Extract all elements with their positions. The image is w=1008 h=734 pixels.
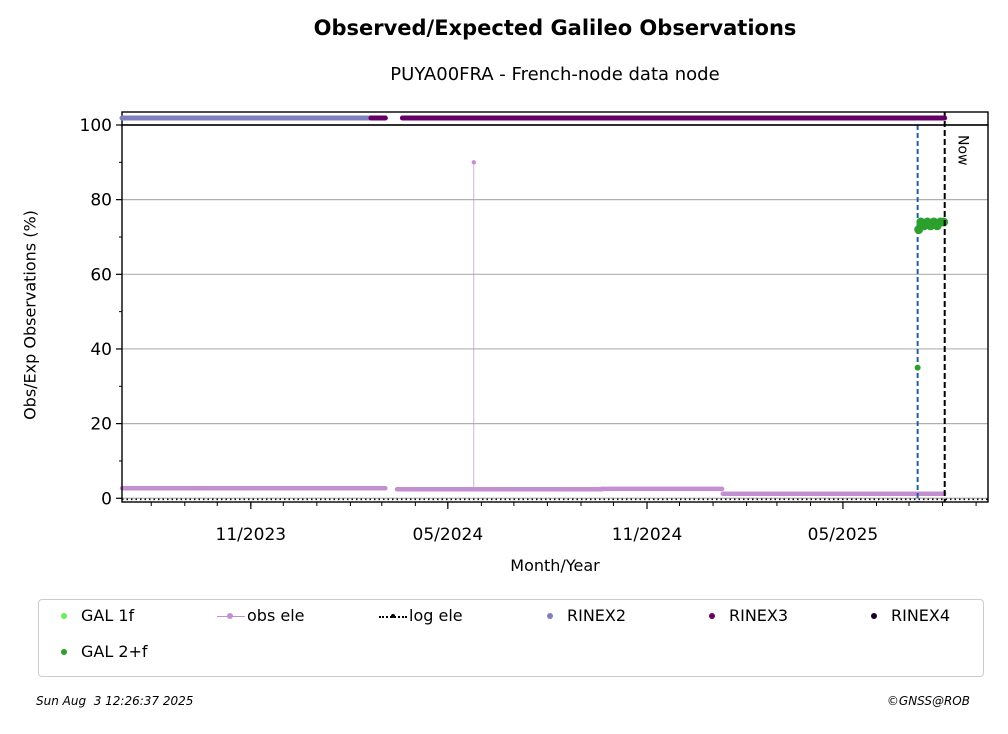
y-tick-label: 80 (90, 191, 112, 211)
legend-item: RINEX2 (537, 606, 626, 625)
legend-item: GAL 1f (51, 606, 134, 625)
x-tick-label: 11/2024 (612, 525, 683, 545)
obs-ele-spike-point (471, 160, 477, 165)
legend-item: RINEX3 (699, 606, 788, 625)
now-label: Now (955, 135, 971, 166)
legend-label: RINEX4 (891, 606, 951, 625)
legend-label: log ele (409, 606, 463, 625)
legend-marker (699, 610, 727, 622)
legend-label: RINEX2 (567, 606, 627, 625)
plot-frame (121, 124, 989, 503)
legend-marker (217, 610, 245, 622)
legend-label: RINEX3 (729, 606, 789, 625)
y-tick-label: 0 (101, 489, 112, 509)
y-tick-label: 60 (90, 265, 112, 285)
gal-2f-point (914, 364, 921, 371)
legend-marker (861, 610, 889, 622)
legend-item: log ele (379, 606, 463, 625)
x-axis-label: Month/Year (510, 556, 600, 575)
legend-item: GAL 2+f (51, 642, 148, 661)
legend-item: obs ele (217, 606, 305, 625)
x-tick-label: 05/2024 (413, 525, 484, 545)
y-tick-label: 20 (90, 415, 112, 435)
legend-marker (537, 610, 565, 622)
y-axis-label: Obs/Exp Observations (%) (20, 210, 40, 420)
gal-2f-point (939, 217, 949, 227)
legend: GAL 1f obs ele log ele RINEX2 RINEX3 RINEX4 GA… (38, 599, 984, 677)
legend-item: RINEX4 (861, 606, 950, 625)
chart-title: Observed/Expected Galileo Observations (313, 16, 797, 40)
generated-timestamp: Sun Aug 3 12:26:37 2025 (36, 694, 194, 708)
legend-marker (379, 610, 407, 622)
legend-label: GAL 1f (81, 606, 135, 625)
x-tick-label: 11/2023 (216, 525, 287, 545)
y-tick-label: 40 (90, 340, 112, 360)
legend-label: GAL 2+f (81, 642, 148, 661)
x-tick-label: 05/2025 (808, 525, 879, 545)
y-tick-label: 100 (80, 116, 112, 136)
legend-marker (51, 646, 79, 658)
legend-label: obs ele (247, 606, 305, 625)
copyright-credit: ©GNSS@ROB (886, 694, 970, 708)
chart-subtitle: PUYA00FRA - French-node data node (390, 64, 720, 85)
legend-marker (51, 610, 79, 622)
